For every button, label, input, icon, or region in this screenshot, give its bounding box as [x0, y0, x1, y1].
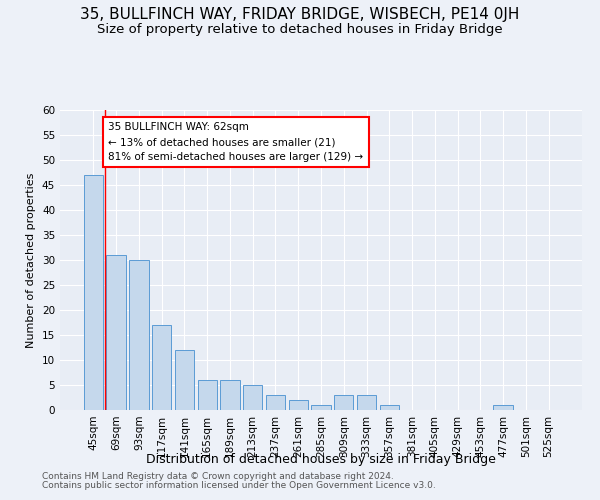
Bar: [266, 395, 285, 410]
Text: Distribution of detached houses by size in Friday Bridge: Distribution of detached houses by size …: [146, 452, 496, 466]
Bar: [380, 405, 399, 410]
Bar: [129, 260, 149, 410]
Bar: [357, 395, 376, 410]
Text: 35, BULLFINCH WAY, FRIDAY BRIDGE, WISBECH, PE14 0JH: 35, BULLFINCH WAY, FRIDAY BRIDGE, WISBEC…: [80, 8, 520, 22]
Text: Contains public sector information licensed under the Open Government Licence v3: Contains public sector information licen…: [42, 481, 436, 490]
Bar: [175, 350, 194, 410]
Text: 35 BULLFINCH WAY: 62sqm
← 13% of detached houses are smaller (21)
81% of semi-de: 35 BULLFINCH WAY: 62sqm ← 13% of detache…: [108, 122, 364, 162]
Bar: [220, 380, 239, 410]
Text: Contains HM Land Registry data © Crown copyright and database right 2024.: Contains HM Land Registry data © Crown c…: [42, 472, 394, 481]
Bar: [334, 395, 353, 410]
Bar: [106, 255, 126, 410]
Y-axis label: Number of detached properties: Number of detached properties: [26, 172, 37, 348]
Bar: [289, 400, 308, 410]
Bar: [152, 325, 172, 410]
Bar: [243, 385, 262, 410]
Bar: [311, 405, 331, 410]
Bar: [197, 380, 217, 410]
Text: Size of property relative to detached houses in Friday Bridge: Size of property relative to detached ho…: [97, 22, 503, 36]
Bar: [84, 175, 103, 410]
Bar: [493, 405, 513, 410]
